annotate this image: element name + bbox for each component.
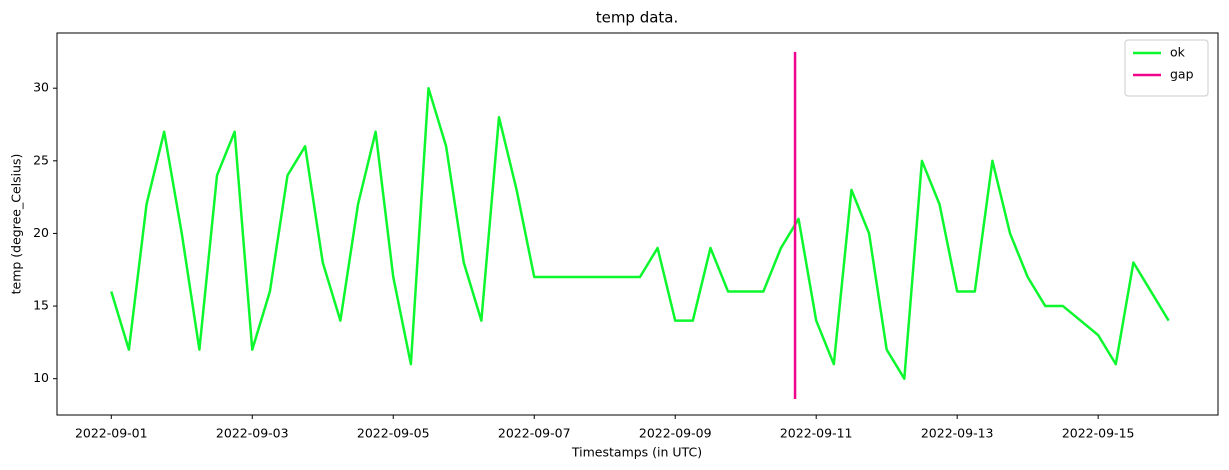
x-tick-label: 2022-09-03 — [216, 426, 289, 441]
legend-box — [1124, 39, 1209, 97]
legend: ok gap — [1124, 39, 1209, 97]
y-tick-label: 20 — [33, 225, 49, 240]
x-axis-label: Timestamps (in UTC) — [571, 445, 702, 460]
y-axis-label: temp (degree_Celsius) — [9, 154, 24, 295]
legend-label: ok — [1170, 45, 1186, 60]
x-tick-label: 2022-09-09 — [639, 426, 712, 441]
plot-frame — [56, 32, 1219, 416]
x-tick-label: 2022-09-07 — [498, 426, 571, 441]
x-tick-label: 2022-09-15 — [1062, 426, 1135, 441]
line-series — [110, 86, 1170, 380]
x-tick-label: 2022-09-05 — [357, 426, 430, 441]
y-tick-label: 30 — [33, 80, 49, 95]
x-tick-label: 2022-09-01 — [75, 426, 148, 441]
x-tick-label: 2022-09-13 — [921, 426, 994, 441]
chart-title: temp data. — [596, 9, 679, 27]
legend-label: gap — [1170, 67, 1194, 82]
y-tick-label: 10 — [33, 370, 49, 385]
y-tick-label: 25 — [33, 152, 49, 167]
x-tick-label: 2022-09-11 — [780, 426, 853, 441]
y-tick-label: 15 — [33, 298, 49, 313]
